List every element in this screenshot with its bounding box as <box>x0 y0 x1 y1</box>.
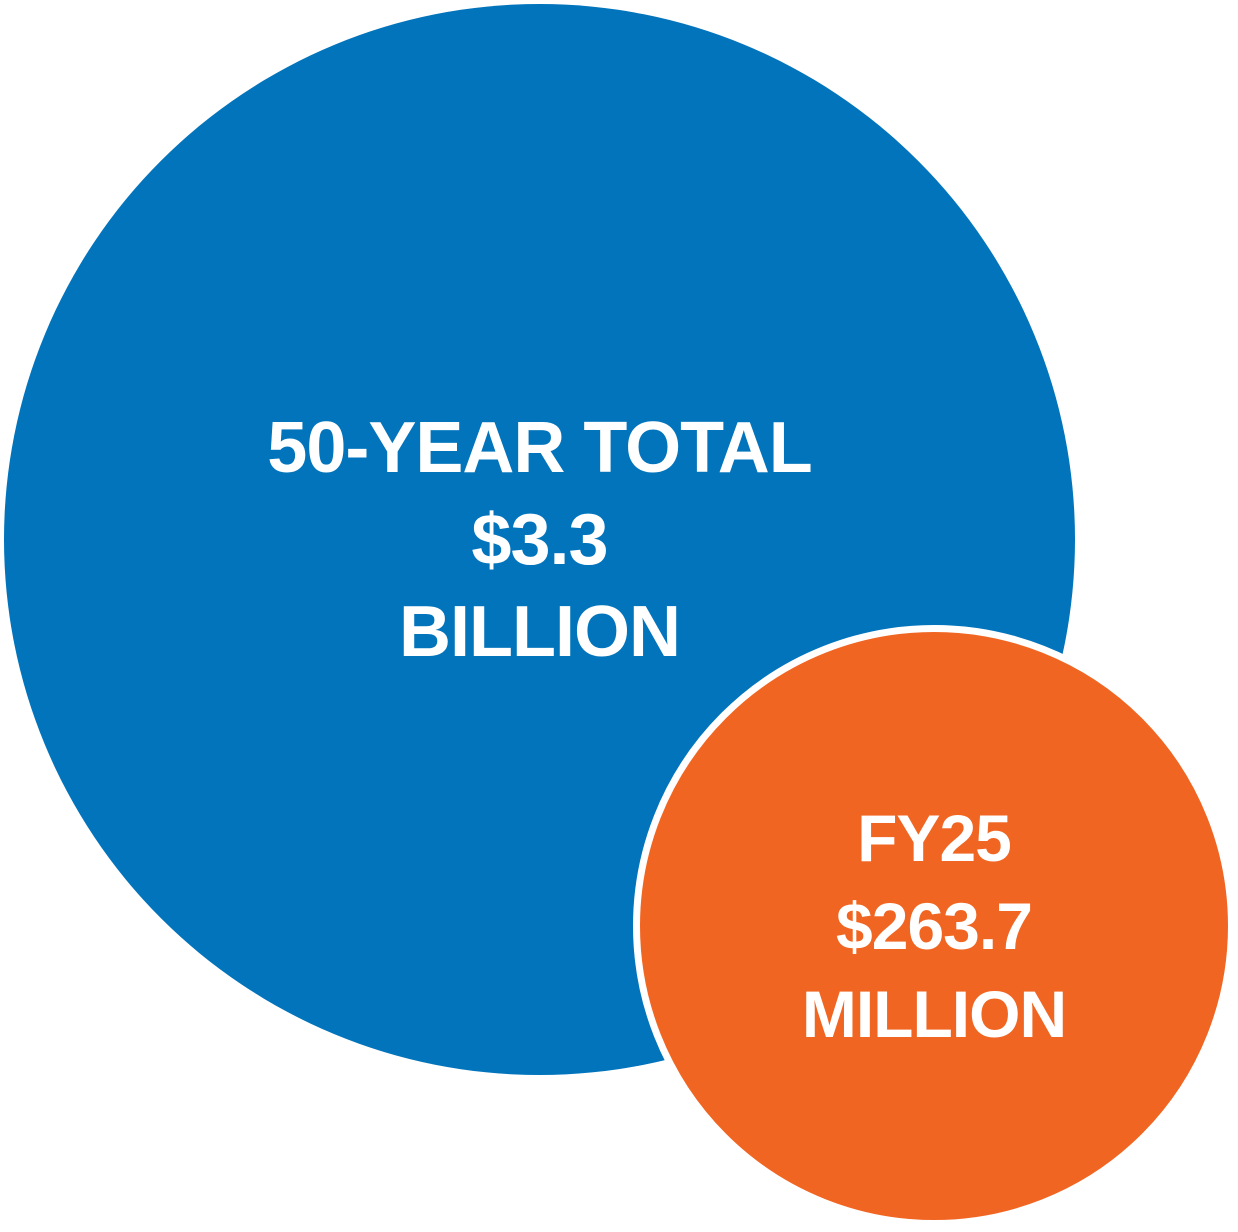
bubble-fy25-label: FY25 $263.7 MILLION <box>801 794 1067 1058</box>
label-line-unit: MILLION <box>801 977 1067 1051</box>
bubble-50-year-total-label: 50-YEAR TOTAL $3.3 BILLION <box>267 402 812 678</box>
label-line-amount: $263.7 <box>836 889 1033 963</box>
bubble-fy25: FY25 $263.7 MILLION <box>633 625 1235 1227</box>
label-line-unit: BILLION <box>399 591 681 672</box>
label-line-amount: $3.3 <box>471 499 608 580</box>
label-line-title: 50-YEAR TOTAL <box>267 407 812 488</box>
label-line-title: FY25 <box>857 801 1012 875</box>
bubble-50-year-total: 50-YEAR TOTAL $3.3 BILLION <box>4 4 1075 1075</box>
